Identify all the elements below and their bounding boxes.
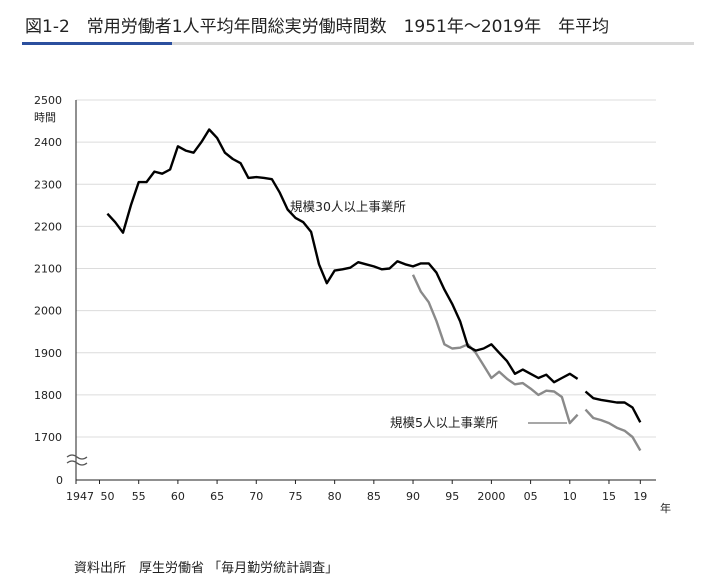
x-tick-label: 60 <box>171 490 185 503</box>
y-tick-label: 1700 <box>34 431 62 444</box>
series-5-label: 規模5人以上事業所 <box>390 415 498 430</box>
y-axis-label: 時間 <box>34 111 56 124</box>
y-tick-label: 2400 <box>34 136 62 149</box>
x-tick-label: 19 <box>633 490 647 503</box>
x-tick-label: 15 <box>602 490 616 503</box>
y-tick-labels: 1700 1800 1900 2000 2100 2200 2300 2400 2500 <box>34 94 62 444</box>
y-tick-label: 2300 <box>34 178 62 191</box>
x-axis-label: 年 <box>660 501 671 515</box>
axis-break-mark <box>66 454 88 466</box>
source-note: 資料出所 厚生労働省 「毎月勤労統計調査」 <box>74 561 339 576</box>
series-30-line-segment-1 <box>106 128 579 384</box>
y-tick-label: 2200 <box>34 220 62 233</box>
x-tick-label: 90 <box>406 490 420 503</box>
title-rule <box>22 42 694 45</box>
x-tick-label: 80 <box>328 490 342 503</box>
title-rule-accent <box>22 42 172 45</box>
series-5-line-segment-1 <box>411 274 579 425</box>
y-tick-label: 2000 <box>34 305 62 318</box>
chart-title: 図1-2 常用労働者1人平均年間総実労働時間数 1951年～2019年 年平均 <box>25 17 610 37</box>
x-tick-label: 50 <box>101 490 115 503</box>
y-tick-label: 2100 <box>34 263 62 276</box>
y-tick-label: 1800 <box>34 389 62 402</box>
y-tick-label: 2500 <box>34 94 62 107</box>
x-tick-label: 70 <box>249 490 263 503</box>
series-30-label: 規模30人以上事業所 <box>290 199 406 214</box>
series-5-line-segment-2 <box>584 408 642 452</box>
x-tick-label: 75 <box>288 490 302 503</box>
x-tick-label: 95 <box>445 490 459 503</box>
line-chart: 1700 1800 1900 2000 2100 2200 2300 2400 2500 194… <box>34 94 671 515</box>
gridlines <box>76 99 656 438</box>
x-tick-label: 05 <box>524 490 538 503</box>
y-tick-label: 1900 <box>34 347 62 360</box>
y-zero-label: 0 <box>56 474 63 487</box>
series <box>106 128 642 452</box>
x-tick-labels: 1947 50 55 60 65 70 75 80 85 90 95 2000 05 10 15 19 <box>66 480 647 503</box>
x-tick-label: 55 <box>132 490 146 503</box>
series-30-line-segment-2 <box>584 390 642 423</box>
x-tick-label: 1947 <box>66 490 94 503</box>
x-tick-label: 85 <box>367 490 381 503</box>
x-tick-label: 10 <box>563 490 577 503</box>
x-tick-label: 65 <box>210 490 224 503</box>
axes <box>66 100 656 481</box>
x-tick-label: 2000 <box>477 490 505 503</box>
